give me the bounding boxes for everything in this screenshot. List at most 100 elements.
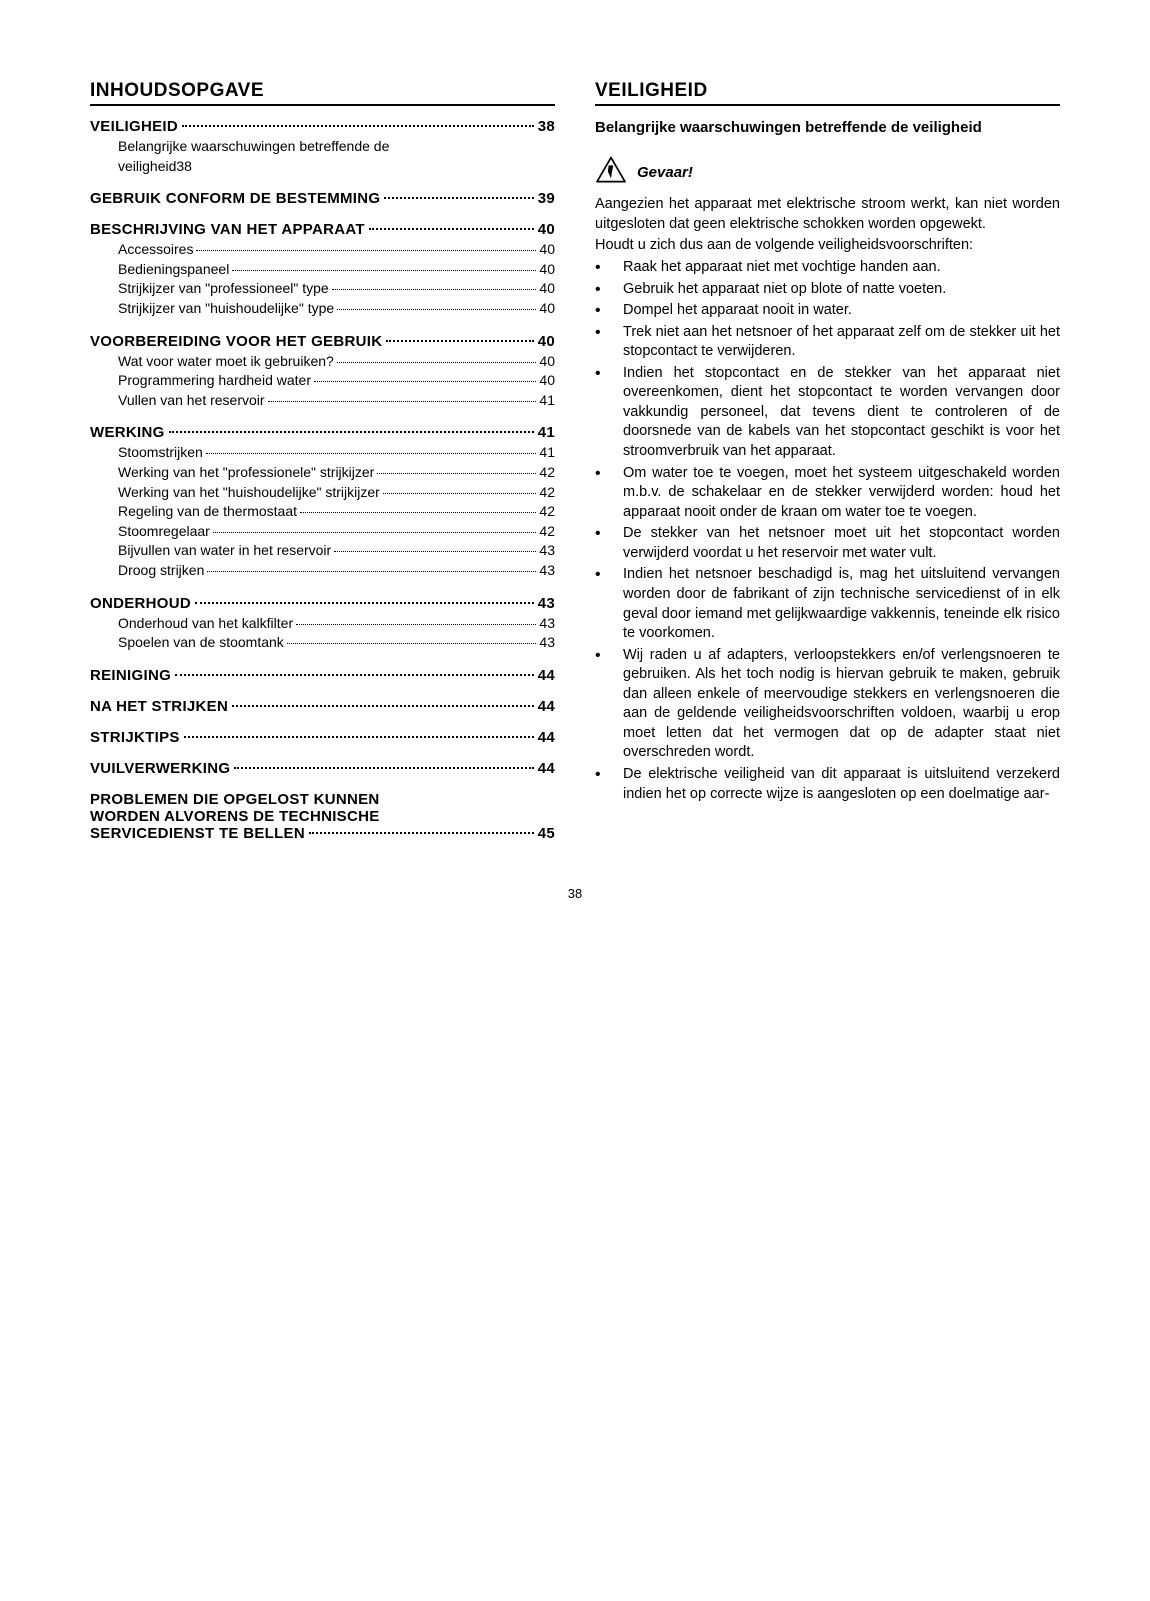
bullet-item: •Wij raden u af adapters, verloopstekker… [595,646,1060,763]
toc-title: INHOUDSOPGAVE [90,80,555,106]
toc-main-label: ONDERHOUD [90,595,191,612]
toc-main-row: ONDERHOUD 43 [90,595,555,612]
toc-page-num: 38 [176,157,192,177]
toc-dots [206,453,537,454]
toc-dots [268,401,537,402]
toc-page-num: 40 [539,260,555,280]
bullet-item: •Indien het netsnoer beschadigd is, mag … [595,565,1060,643]
bullet-text: Gebruik het apparaat niet op blote of na… [623,280,1060,300]
toc-sub-label: Werking van het "huishoudelijke" strijki… [118,483,380,503]
bullet-mark: • [595,280,623,300]
bullet-text: Raak het apparaat niet met vochtige hand… [623,258,1060,278]
toc-main-label: WORDEN ALVORENS DE TECHNISCHE [90,808,555,825]
toc-sub-label: Onderhoud van het kalkfilter [118,614,293,634]
toc-sub-label: Spoelen van de stoomtank [118,633,284,653]
toc-page-num: 41 [539,391,555,411]
toc-sub-row: Strijkijzer van "huishoudelijke" type40 [118,299,555,319]
toc-dots [384,197,533,199]
toc-page-num: 39 [538,190,555,207]
bullet-mark: • [595,464,623,523]
toc-sub-row: Spoelen van de stoomtank43 [118,633,555,653]
toc-dots [314,381,536,382]
toc-dots [332,289,537,290]
toc-sub-label: Bedieningspaneel [118,260,229,280]
toc-dots [287,643,537,644]
toc-dots [195,602,534,604]
toc-dots [383,493,537,494]
toc-dots [337,362,537,363]
toc-page-num: 44 [538,667,555,684]
toc-page-num: 42 [539,483,555,503]
toc-container: VEILIGHEID 38 Belangrijke waarschuwingen … [90,118,555,842]
toc-main-row: VUILVERWERKING 44 [90,760,555,777]
toc-main-row: NA HET STRIJKEN 44 [90,698,555,715]
page-container: INHOUDSOPGAVE VEILIGHEID 38Belangrijke w… [90,80,1060,856]
toc-main-label: WERKING [90,424,165,441]
toc-dots [182,125,534,127]
toc-sub-row: Droog strijken43 [118,561,555,581]
toc-dots [337,309,536,310]
bullet-item: •Om water toe te voegen, moet het systee… [595,464,1060,523]
bullet-list: •Raak het apparaat niet met vochtige han… [595,258,1060,804]
toc-page-num: 43 [539,541,555,561]
toc-sub-row: Bedieningspaneel 40 [118,260,555,280]
toc-page-num: 44 [538,698,555,715]
toc-main-label: VOORBEREIDING VOOR HET GEBRUIK [90,333,382,350]
toc-main-row: REINIGING 44 [90,667,555,684]
bullet-item: •De stekker van het netsnoer moet uit he… [595,524,1060,563]
toc-dots [377,473,536,474]
toc-page-num: 40 [539,299,555,319]
toc-dots [175,674,534,676]
toc-sub-label: veiligheid [118,157,176,177]
toc-main-row: BESCHRIJVING VAN HET APPARAAT 40 [90,221,555,238]
toc-page-num: 40 [539,279,555,299]
bullet-mark: • [595,258,623,278]
toc-dots [296,624,536,625]
toc-page-num: 43 [538,595,555,612]
toc-main-label: VUILVERWERKING [90,760,230,777]
toc-sub-row: Onderhoud van het kalkfilter43 [118,614,555,634]
toc-group: VEILIGHEID 38 Belangrijke waarschuwingen … [90,118,555,176]
bullet-item: •Indien het stopcontact en de stekker va… [595,364,1060,462]
toc-page-num: 44 [538,760,555,777]
intro-text-2: Houdt u zich dus aan de volgende veiligh… [595,236,1060,256]
toc-main-label: STRIJKTIPS [90,729,180,746]
toc-sub-row: Belangrijke waarschuwingen betreffende d… [118,137,555,176]
bullet-text: Trek niet aan het netsnoer of het appara… [623,323,1060,362]
toc-main-label: REINIGING [90,667,171,684]
toc-sub-label: Accessoires [118,240,193,260]
danger-label: Gevaar! [637,164,693,181]
toc-page-num: 41 [538,424,555,441]
left-column: INHOUDSOPGAVE VEILIGHEID 38 Belangrijke w… [90,80,555,856]
safety-subtitle: Belangrijke waarschuwingen betreffende d… [595,118,1060,138]
toc-main-row: GEBRUIK CONFORM DE BESTEMMING 39 [90,190,555,207]
toc-page-num: 42 [539,463,555,483]
bullet-item: •De elektrische veiligheid van dit appar… [595,765,1060,804]
toc-sub-row: Regeling van de thermostaat42 [118,502,555,522]
bullet-mark: • [595,323,623,362]
toc-sub-row: Werking van het "huishoudelijke" strijki… [118,483,555,503]
toc-page-num: 40 [538,333,555,350]
toc-sub-row: Werking van het "professionele" strijkij… [118,463,555,483]
toc-sub-label: Regeling van de thermostaat [118,502,297,522]
toc-sub-row: Accessoires 40 [118,240,555,260]
safety-title: VEILIGHEID [595,80,1060,106]
toc-sub-label: Werking van het "professionele" strijkij… [118,463,374,483]
toc-sub-label: Wat voor water moet ik gebruiken? [118,352,334,372]
toc-dots [309,832,534,834]
bullet-mark: • [595,524,623,563]
toc-sub-label: Vullen van het reservoir [118,391,265,411]
toc-dots [213,532,537,533]
toc-main-row: VEILIGHEID 38 [90,118,555,135]
toc-sub-label: Programmering hardheid water [118,371,311,391]
toc-dots [234,767,533,769]
toc-sub-row: Strijkijzer van "professioneel" type40 [118,279,555,299]
toc-dots [369,228,534,230]
bullet-item: •Trek niet aan het netsnoer of het appar… [595,323,1060,362]
toc-sub-row: Wat voor water moet ik gebruiken?40 [118,352,555,372]
toc-page-num: 40 [539,240,555,260]
toc-page-num: 41 [539,443,555,463]
page-number: 38 [90,886,1060,901]
bullet-item: •Gebruik het apparaat niet op blote of n… [595,280,1060,300]
toc-dots [207,571,536,572]
